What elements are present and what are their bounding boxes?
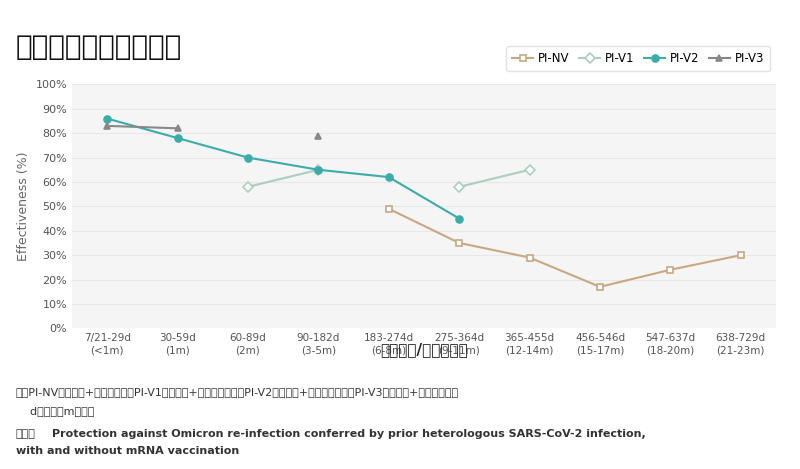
PI-V2 [102,116,112,121]
PI-NV [454,240,464,246]
PI-V3 [102,123,112,129]
Text: 来源：: 来源： [16,429,36,439]
PI-V2 [454,216,464,221]
PI-NV [736,252,746,258]
Text: 接种疫苗/感染后天数: 接种疫苗/感染后天数 [380,342,468,357]
Text: Protection against Omicron re-infection conferred by prior heterologous SARS-CoV: Protection against Omicron re-infection … [52,429,646,439]
Legend: PI-NV, PI-V1, PI-V2, PI-V3: PI-NV, PI-V1, PI-V2, PI-V3 [506,46,770,71]
Text: 疫苗有效性随时间递减: 疫苗有效性随时间递减 [16,33,182,61]
PI-NV [384,206,394,212]
PI-V2 [243,155,253,160]
PI-V2 [384,174,394,180]
Text: 注：PI-NV为已感染+无接种疫苗，PI-V1为已感染+接种一剂疫苗，PI-V2为已感染+接种两剂疫苗，PI-V3为已感染+接种三剂疫苗: 注：PI-NV为已感染+无接种疫苗，PI-V1为已感染+接种一剂疫苗，PI-V2… [16,387,459,397]
Text: d为天数、m为月数: d为天数、m为月数 [16,406,94,416]
Line: PI-V1: PI-V1 [245,166,322,190]
PI-NV [666,267,675,272]
PI-V3 [173,126,182,131]
PI-V2 [314,167,323,173]
Line: PI-NV: PI-NV [386,205,744,290]
Line: PI-V3: PI-V3 [104,122,181,132]
Y-axis label: Effectiveness (%): Effectiveness (%) [17,151,30,261]
Text: with and without mRNA vaccination: with and without mRNA vaccination [16,446,239,455]
PI-V2 [173,135,182,141]
PI-V1 [314,167,323,173]
PI-NV [525,255,534,260]
Line: PI-V2: PI-V2 [104,115,462,222]
PI-V1 [243,184,253,189]
PI-NV [595,284,605,290]
